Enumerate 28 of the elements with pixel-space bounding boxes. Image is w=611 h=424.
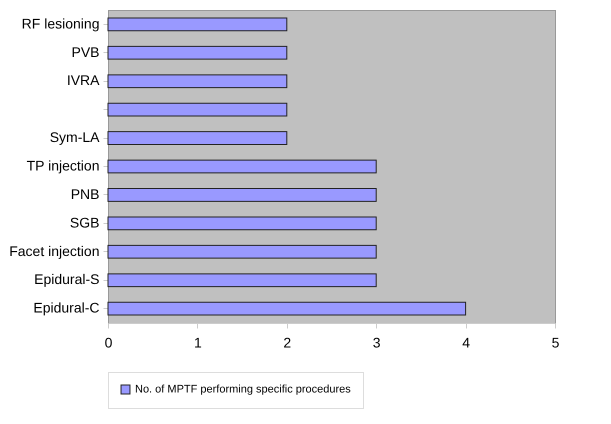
bar	[108, 244, 377, 259]
y-tick-label: Facet injection	[9, 242, 100, 259]
bar	[108, 188, 377, 202]
bar	[108, 74, 288, 88]
bar	[108, 46, 288, 60]
y-tick-label: TP injection	[26, 158, 100, 174]
bar	[108, 102, 288, 117]
bar	[108, 17, 288, 32]
x-tick-label: 3	[372, 334, 381, 350]
x-tick-label: 2	[283, 334, 292, 350]
y-tick-label: PVB	[71, 44, 100, 60]
y-tick-label: Epidural-S	[34, 271, 100, 288]
x-tick-label: 1	[194, 334, 202, 350]
bar	[108, 302, 466, 316]
y-tick-label: IVRA	[66, 72, 100, 88]
y-tick-label: RF lesioning	[22, 15, 100, 32]
y-tick-label: Sym-LA	[50, 129, 100, 146]
x-tick-label: 0	[104, 334, 113, 350]
bar	[108, 131, 288, 145]
y-tick-label: PNB	[70, 186, 100, 202]
bar	[108, 273, 377, 288]
legend-label: No. of MPTF performing specific procedures	[135, 384, 352, 396]
y-tick-label: Epidural-C	[33, 300, 100, 316]
bar	[108, 216, 377, 230]
y-tick-label: SGB	[70, 214, 100, 230]
x-tick-label: 4	[462, 334, 470, 350]
bar	[108, 160, 377, 174]
x-tick-label: 5	[552, 334, 560, 350]
